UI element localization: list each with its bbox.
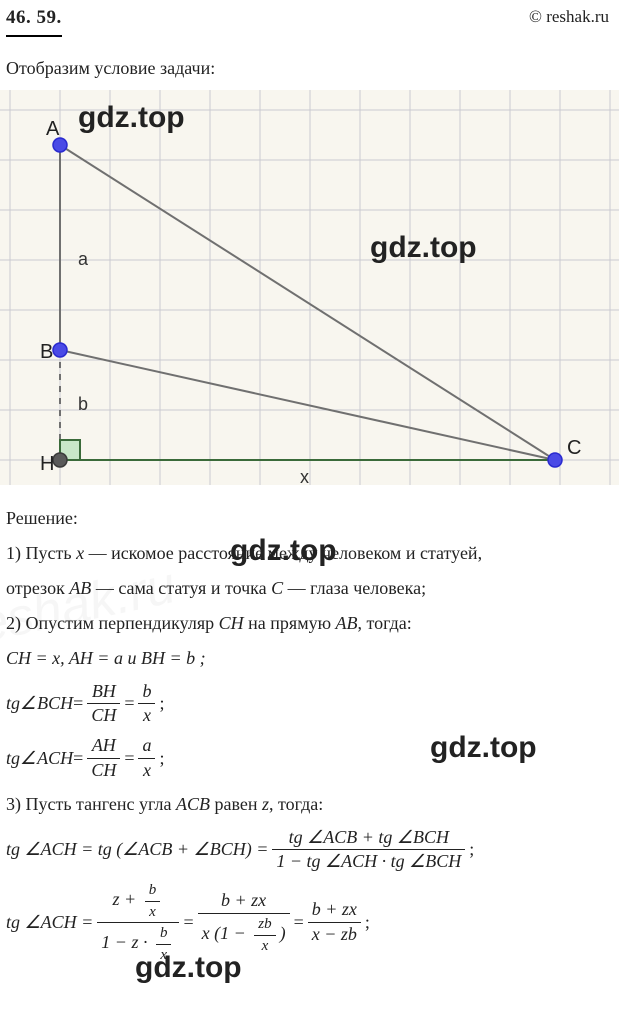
svg-text:A: A	[46, 118, 60, 140]
eq-tg-ach: tg ACH = AHCH = ax ;	[6, 736, 609, 781]
solution-title: Решение:	[6, 505, 609, 532]
step-2: 2) Опустим перпендикуляр CH на прямую AB…	[6, 610, 609, 637]
svg-text:a: a	[78, 249, 89, 269]
svg-text:x: x	[300, 467, 309, 485]
svg-text:b: b	[78, 394, 88, 414]
eq-tg-ach-final: tg ∠ACH = z + bx 1 − z · bx = b + zx x (…	[6, 882, 609, 963]
geometry-diagram: A B H Ca b x	[0, 90, 619, 485]
eq-tg-ach-expand: tg ∠ACH = tg (∠ACB + ∠BCH) = tg ∠ACB + t…	[6, 828, 609, 873]
step-1-line2: отрезок AB — сама статуя и точка C — гла…	[6, 575, 609, 602]
svg-text:C: C	[567, 437, 581, 459]
eq-tg-bch: tg BCH = BHCH = bx ;	[6, 682, 609, 727]
task-number: 46. 59.	[6, 4, 62, 37]
site-credit: © reshak.ru	[529, 4, 609, 30]
header: 46. 59. © reshak.ru	[0, 0, 619, 43]
svg-text:H: H	[40, 453, 54, 475]
eq-ch-ah-bh: CH = x, AH = a и BH = b ;	[6, 645, 609, 672]
step-3: 3) Пусть тангенс угла ACB равен z, тогда…	[6, 791, 609, 818]
solution-section: Решение: 1) Пусть x — искомое расстояние…	[0, 485, 619, 964]
svg-text:B: B	[40, 341, 53, 363]
intro-text: Отобразим условие задачи:	[0, 43, 619, 90]
step-1-line1: 1) Пусть x — искомое расстояние между че…	[6, 540, 609, 567]
